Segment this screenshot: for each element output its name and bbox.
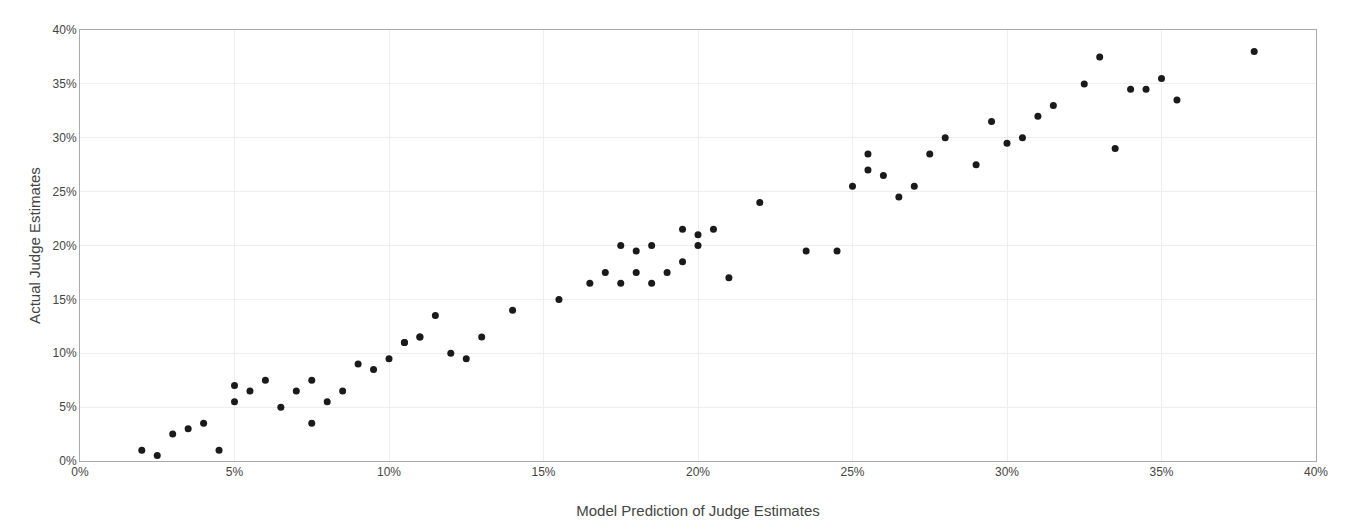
svg-text:Model Prediction of Judge Esti: Model Prediction of Judge Estimates (576, 502, 819, 519)
svg-text:25%: 25% (840, 465, 864, 479)
svg-text:Actual Judge Estimates: Actual Judge Estimates (26, 167, 43, 324)
svg-text:35%: 35% (53, 77, 77, 91)
svg-text:25%: 25% (53, 185, 77, 199)
svg-text:20%: 20% (53, 239, 77, 253)
svg-text:40%: 40% (53, 23, 77, 37)
svg-text:15%: 15% (531, 465, 555, 479)
svg-text:30%: 30% (995, 465, 1019, 479)
svg-text:0%: 0% (59, 454, 77, 468)
svg-text:10%: 10% (377, 465, 401, 479)
svg-text:35%: 35% (1149, 465, 1173, 479)
svg-text:15%: 15% (53, 293, 77, 307)
svg-text:30%: 30% (53, 131, 77, 145)
svg-text:20%: 20% (686, 465, 710, 479)
svg-text:5%: 5% (59, 400, 77, 414)
svg-text:0%: 0% (71, 465, 89, 479)
svg-text:40%: 40% (1304, 465, 1328, 479)
svg-text:5%: 5% (226, 465, 244, 479)
svg-text:10%: 10% (53, 346, 77, 360)
